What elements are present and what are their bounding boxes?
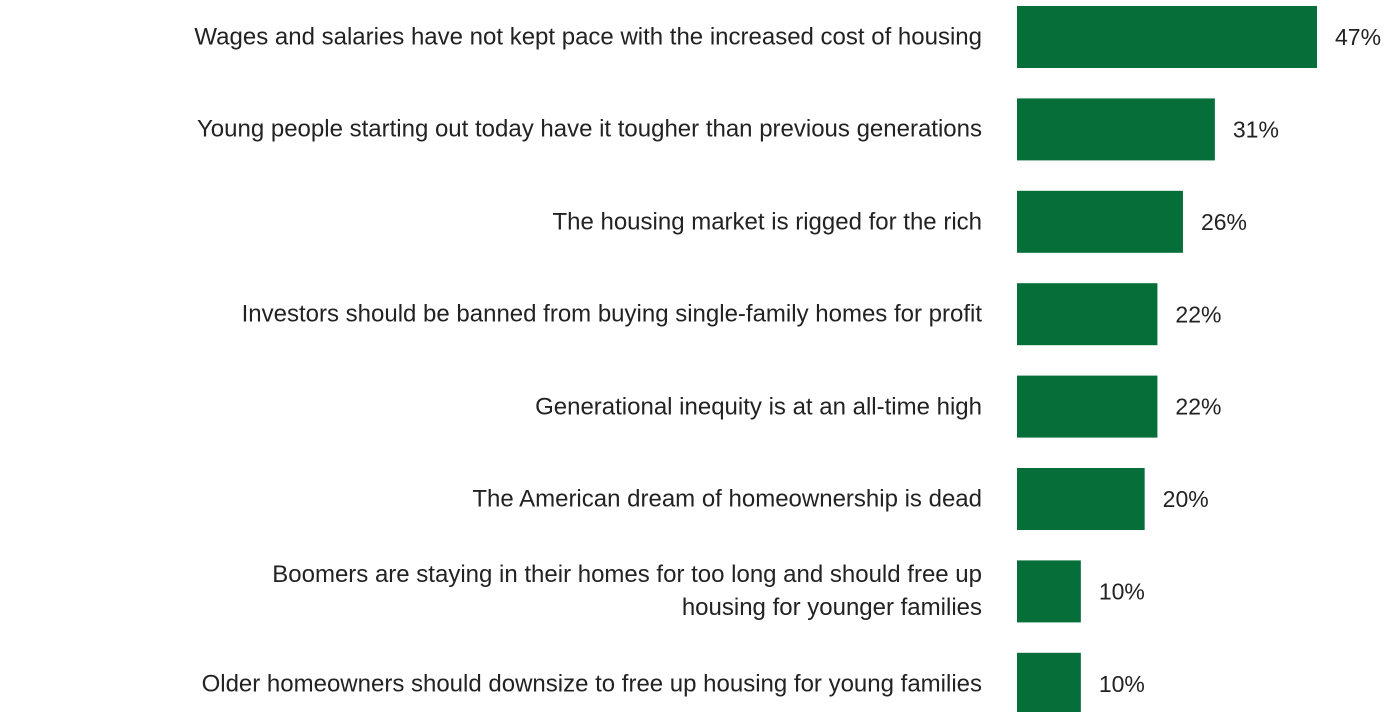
category-label: The American dream of homeownership is d… (472, 485, 982, 513)
bar (1017, 560, 1081, 623)
bar (1017, 98, 1215, 161)
value-label: 31% (1233, 116, 1279, 142)
bar (1017, 468, 1145, 530)
bar (1017, 190, 1183, 253)
value-label: 20% (1163, 486, 1209, 512)
value-label: 22% (1175, 394, 1221, 420)
value-label: 10% (1099, 671, 1145, 697)
category-label: Boomers are staying in their homes for t… (272, 561, 982, 622)
category-label: Young people starting out today have it … (196, 115, 982, 143)
category-label: Older homeowners should downsize to free… (201, 670, 982, 698)
bar (1017, 283, 1158, 346)
category-label: Investors should be banned from buying s… (241, 300, 982, 328)
bar (1017, 652, 1081, 712)
value-label: 47% (1335, 24, 1381, 50)
category-label: Generational inequity is at an all-time … (535, 393, 982, 421)
bar (1017, 375, 1158, 438)
category-label: The housing market is rigged for the ric… (552, 208, 982, 236)
category-label: Wages and salaries have not kept pace wi… (194, 23, 982, 51)
bar (1017, 6, 1317, 68)
value-label: 10% (1099, 578, 1145, 604)
value-label: 22% (1175, 301, 1221, 327)
value-label: 26% (1201, 209, 1247, 235)
